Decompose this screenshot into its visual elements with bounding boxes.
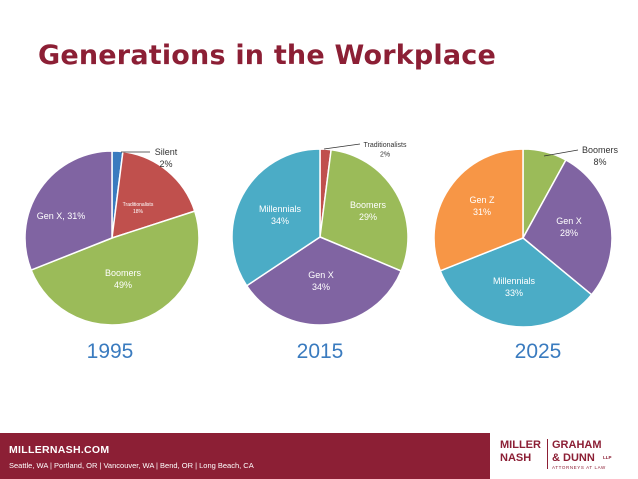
pie-slice-2015-boomers — [319, 148, 409, 272]
slice-label-2025-boomers: Boomers — [582, 145, 619, 155]
slice-label-2015-traditionalists-value: 2% — [380, 151, 390, 158]
slice-label-2025-gen-z-value: 31% — [473, 207, 491, 217]
slice-label-2015-millennials: Millennials — [259, 204, 302, 214]
slice-label-2025-millennials: Millennials — [493, 276, 536, 286]
pie-slice-2025-millennials — [439, 237, 593, 328]
logo-miller: MILLER — [500, 439, 541, 451]
leader-line-2025-boomers — [543, 149, 579, 157]
logo-llp: LLP — [603, 455, 612, 460]
slice-label-1995-boomers-value: 49% — [114, 280, 132, 290]
pie-slice-2015-millennials — [231, 148, 321, 287]
pie-slice-2015-gen-x — [245, 236, 403, 326]
logo-divider — [547, 439, 548, 469]
footer-website[interactable]: MILLERNASH.COM — [9, 444, 110, 456]
footer-offices: Seattle, WA | Portland, OR | Vancouver, … — [9, 461, 254, 470]
slice-label-1995-silent: Silent — [155, 147, 178, 157]
slice-label-1995-silent-value: 2% — [159, 159, 172, 169]
year-label-2015: 2015 — [296, 340, 344, 363]
slice-label-1995-traditionalists: Traditionalists — [123, 202, 154, 208]
pie-slice-1995-gen-x — [24, 150, 113, 272]
slice-label-2025-gen-x-value: 28% — [560, 228, 578, 238]
slice-label-2015-traditionalists: Traditionalists — [364, 142, 407, 149]
slice-label-2025-gen-x: Gen X — [556, 216, 582, 226]
slice-label-2025-gen-z: Gen Z — [469, 195, 495, 205]
firm-logo: MILLER NASH GRAHAM & DUNN LLP ATTORNEYS … — [490, 433, 638, 479]
slice-label-2025-millennials-value: 33% — [505, 288, 523, 298]
slice-label-2015-boomers: Boomers — [350, 200, 387, 210]
slide-title: Generations in the Workplace — [38, 40, 497, 71]
logo-tagline: ATTORNEYS AT LAW — [552, 465, 606, 470]
slice-label-2025-boomers-value: 8% — [593, 157, 606, 167]
slice-label-2015-boomers-value: 29% — [359, 212, 377, 222]
pie-slice-2025-gen-x — [522, 158, 613, 296]
logo-nash: NASH — [500, 452, 532, 464]
logo-graham: GRAHAM — [552, 439, 602, 451]
slice-label-1995-boomers: Boomers — [105, 268, 142, 278]
slice-label-1995-traditionalists-value: 18% — [133, 209, 144, 215]
pie-slice-2025-gen-z — [433, 148, 524, 272]
slice-label-1995-gen-x: Gen X, 31% — [37, 211, 86, 221]
leader-line-2015-traditionalists — [323, 143, 361, 150]
slice-label-2015-gen-x-value: 34% — [312, 282, 330, 292]
slice-label-2015-gen-x: Gen X — [308, 270, 334, 280]
logo-dunn: & DUNN — [552, 452, 595, 464]
year-label-2025: 2025 — [514, 340, 562, 363]
pie-slice-1995-boomers — [30, 210, 200, 326]
slice-label-2015-millennials-value: 34% — [271, 216, 289, 226]
pie-slice-1995-traditionalists — [111, 150, 196, 240]
year-label-1995: 1995 — [86, 340, 134, 363]
